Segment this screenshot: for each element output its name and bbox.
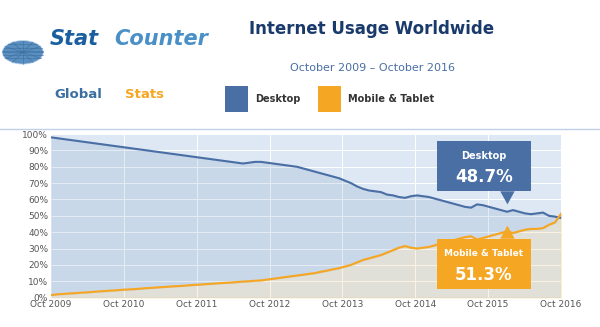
Text: October 2009 – October 2016: October 2009 – October 2016	[290, 63, 455, 73]
Circle shape	[2, 41, 43, 64]
Text: Mobile & Tablet: Mobile & Tablet	[445, 250, 523, 258]
Text: Desktop: Desktop	[255, 95, 301, 104]
FancyBboxPatch shape	[318, 86, 341, 112]
Text: Stats: Stats	[125, 88, 164, 101]
Text: 51.3%: 51.3%	[455, 266, 513, 284]
Text: Stat: Stat	[50, 29, 99, 49]
Text: Mobile & Tablet: Mobile & Tablet	[348, 95, 434, 104]
FancyBboxPatch shape	[225, 86, 248, 112]
Text: Internet Usage Worldwide: Internet Usage Worldwide	[250, 20, 494, 38]
Text: Desktop: Desktop	[461, 151, 506, 161]
Text: Counter: Counter	[114, 29, 208, 49]
Text: 48.7%: 48.7%	[455, 168, 513, 186]
Text: Global: Global	[55, 88, 103, 101]
